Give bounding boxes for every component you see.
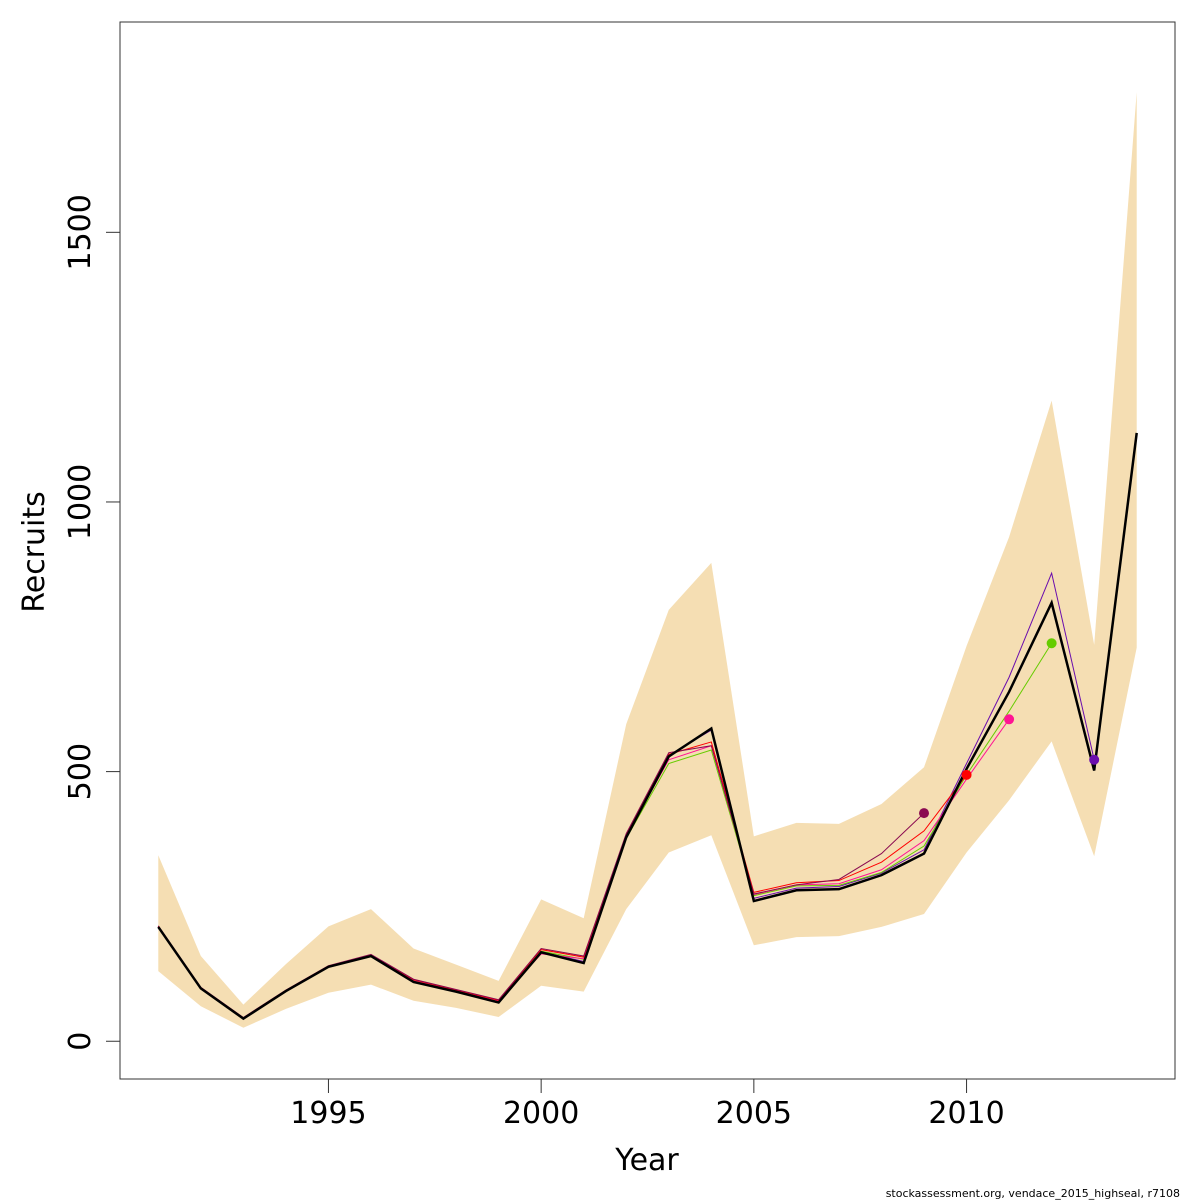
x-tick-label: 2005 bbox=[716, 1096, 792, 1131]
y-axis-title: Recruits bbox=[17, 491, 52, 613]
y-tick-label: 500 bbox=[63, 743, 98, 800]
confidence-band bbox=[158, 92, 1137, 1028]
axes: 1995 2000 2005 2010 0 500 1000 1500 bbox=[63, 194, 1005, 1131]
y-tick-label: 0 bbox=[63, 1032, 98, 1051]
y-tick-label: 1000 bbox=[63, 464, 98, 540]
main-series-line bbox=[157, 432, 1138, 1021]
retro-series-endpoint-4 bbox=[961, 769, 972, 780]
x-tick-label: 1995 bbox=[290, 1096, 366, 1131]
plot-area bbox=[157, 92, 1138, 1028]
y-tick-label: 1500 bbox=[63, 194, 98, 270]
x-axis-title: Year bbox=[614, 1143, 679, 1178]
x-tick-label: 2000 bbox=[503, 1096, 579, 1131]
credit-text: stockassessment.org, vendace_2015_highse… bbox=[886, 1187, 1180, 1200]
retro-series-endpoint-5 bbox=[919, 808, 930, 819]
retro-series-endpoint-1 bbox=[1089, 754, 1100, 765]
retro-series-endpoint-2 bbox=[1046, 638, 1057, 649]
x-tick-label: 2010 bbox=[928, 1096, 1004, 1131]
retro-series-endpoint-3 bbox=[1004, 714, 1015, 725]
